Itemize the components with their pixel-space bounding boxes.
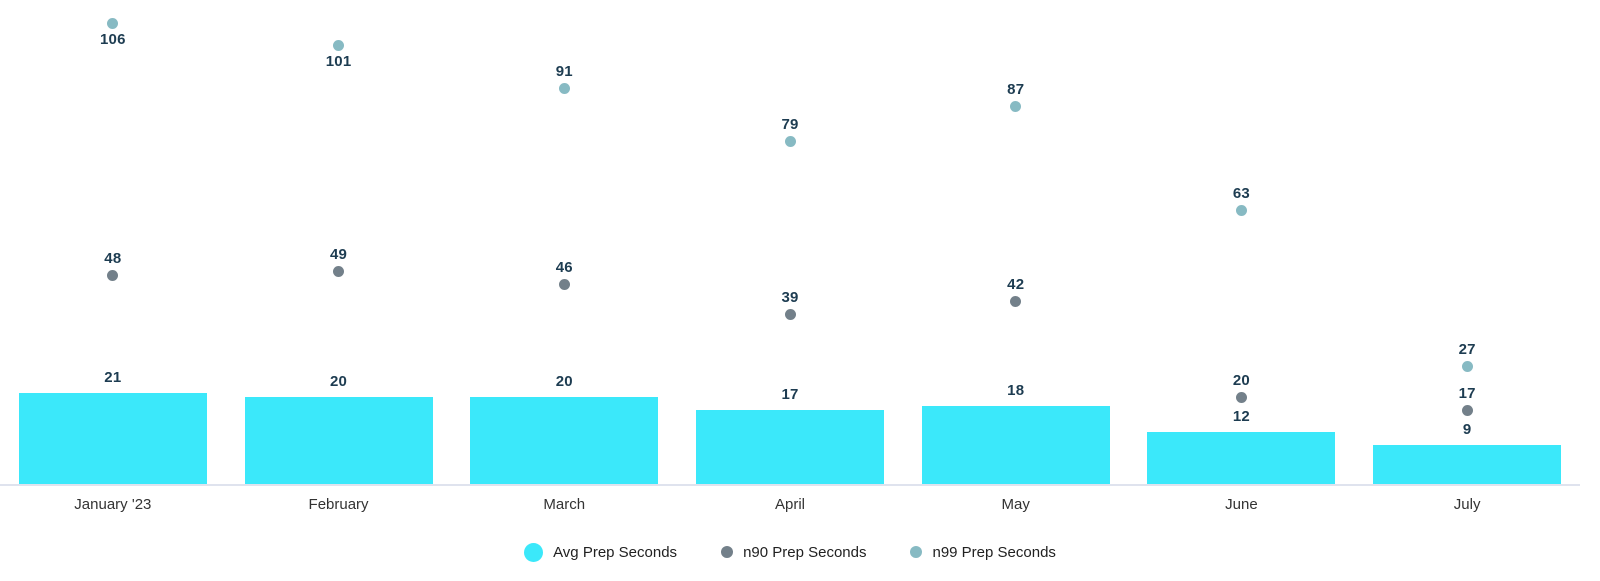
x-axis-line [0, 484, 1580, 486]
plot-area: 21 48 106 20 49 101 20 46 91 17 39 79 18 42 87 12 20 63 9 1… [18, 18, 1562, 484]
chart-legend: Avg Prep Seconds n90 Prep Seconds n99 Prep… [0, 538, 1580, 566]
month-label: May [1001, 496, 1030, 513]
n99-dot[interactable] [1461, 361, 1473, 373]
legend-marker-icon [524, 542, 544, 562]
avg-bar[interactable] [921, 405, 1110, 484]
value-label: 20 [555, 373, 573, 391]
n90-dot[interactable] [333, 265, 345, 277]
value-label: 49 [330, 245, 348, 263]
month-label: March [543, 496, 586, 513]
n90-dot[interactable] [558, 278, 570, 290]
avg-bar[interactable] [696, 410, 884, 484]
avg-bar[interactable] [244, 397, 433, 484]
month-label: June [1225, 496, 1258, 513]
value-label: 39 [781, 289, 799, 307]
n99-dot[interactable] [784, 135, 796, 147]
avg-bar[interactable] [1373, 444, 1562, 484]
n90-dot[interactable] [1461, 404, 1473, 416]
month-label: February [308, 496, 369, 513]
legend-marker-icon [721, 546, 734, 558]
n99-dot[interactable] [1235, 205, 1247, 217]
value-label: 17 [1458, 384, 1476, 402]
n90-dot[interactable] [1010, 296, 1022, 308]
x-axis-labels: January '23 February March April May June July [0, 494, 1580, 516]
value-label: 12 [1232, 407, 1250, 425]
avg-bar[interactable] [18, 392, 207, 484]
value-label: 17 [781, 386, 799, 404]
n99-dot[interactable] [333, 40, 345, 52]
n90-dot[interactable] [1235, 391, 1247, 403]
legend-item-n90-prep-seconds[interactable]: n90 Prep Seconds [721, 544, 866, 561]
n90-dot[interactable] [784, 309, 796, 321]
n99-dot[interactable] [1010, 100, 1022, 112]
value-label: 27 [1458, 341, 1476, 359]
value-label: 91 [555, 63, 573, 81]
legend-label: n90 Prep Seconds [743, 543, 867, 561]
avg-bar[interactable] [1147, 431, 1336, 484]
value-label: 9 [1462, 420, 1472, 438]
value-label: 21 [104, 368, 122, 386]
value-label: 46 [555, 258, 573, 276]
legend-item-n99-prep-seconds[interactable]: n99 Prep Seconds [910, 543, 1056, 561]
month-label: April [774, 496, 805, 513]
value-label: 101 [325, 53, 352, 71]
value-label: 20 [1232, 371, 1250, 389]
value-label: 106 [100, 31, 126, 49]
value-label: 63 [1232, 185, 1250, 203]
value-label: 42 [1007, 276, 1025, 294]
avg-bar[interactable] [470, 397, 659, 484]
value-label: 87 [1007, 80, 1025, 98]
month-label: January '23 [74, 496, 152, 513]
month-label: July [1453, 496, 1481, 513]
value-label: 20 [330, 373, 348, 391]
legend-label: Avg Prep Seconds [553, 543, 678, 561]
value-label: 48 [104, 250, 122, 268]
n90-dot[interactable] [107, 270, 119, 282]
value-label: 18 [1007, 381, 1025, 399]
legend-item-avg-prep-seconds[interactable]: Avg Prep Seconds [524, 542, 678, 562]
value-label: 79 [781, 115, 799, 133]
legend-label: n99 Prep Seconds [932, 543, 1056, 561]
n99-dot[interactable] [107, 18, 119, 30]
n99-dot[interactable] [558, 83, 570, 95]
legend-marker-icon [910, 546, 923, 558]
